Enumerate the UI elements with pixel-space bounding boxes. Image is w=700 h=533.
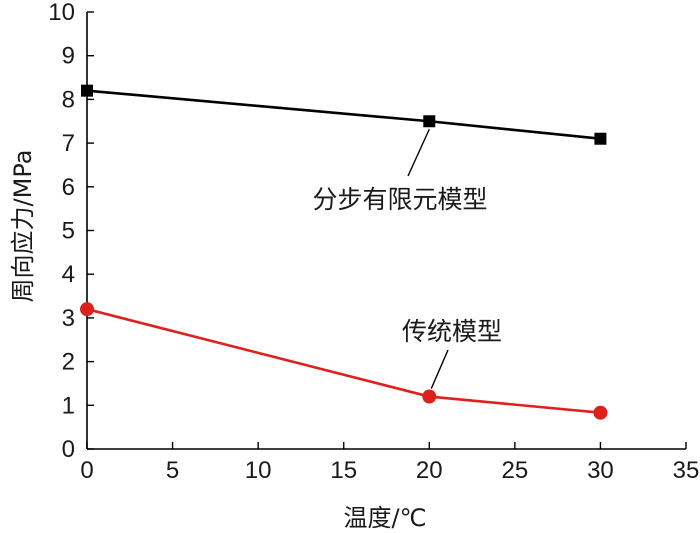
square-marker	[594, 132, 607, 145]
x-tick-label: 20	[416, 457, 443, 484]
annotation-label: 传统模型	[402, 317, 502, 346]
ticks-layer: 0 5 10 15 20 25 30 35 0 1 2 3 4 5 6 7 8 9 10	[48, 0, 699, 484]
x-tick-label: 0	[80, 457, 93, 484]
annotation-label: 分步有限元模型	[312, 185, 487, 214]
circle-marker	[80, 302, 94, 317]
square-marker	[423, 115, 436, 128]
x-tick-label: 10	[245, 457, 272, 484]
y-axis-title: 周向应力/MPa	[9, 150, 37, 303]
y-tick-label: 10	[48, 0, 75, 26]
square-marker	[81, 84, 93, 97]
y-tick-label: 3	[62, 305, 75, 332]
y-tick-label: 2	[62, 349, 75, 376]
y-tick-label: 0	[62, 436, 75, 463]
x-tick-label: 5	[166, 457, 179, 484]
x-tick-label: 35	[673, 457, 700, 484]
series-layer	[80, 84, 608, 420]
circle-marker	[422, 389, 437, 404]
x-tick-label: 30	[587, 457, 614, 484]
series-line-0	[86, 89, 601, 141]
y-tick-label: 9	[62, 43, 75, 70]
x-tick-label: 15	[330, 457, 357, 484]
series-line-1	[86, 307, 601, 415]
y-tick-label: 8	[62, 86, 75, 113]
x-tick-label: 25	[502, 457, 529, 484]
y-tick-label: 1	[62, 392, 75, 419]
annotation-leader-line	[430, 349, 449, 389]
y-tick-label: 6	[62, 174, 75, 201]
y-tick-label: 5	[62, 218, 75, 245]
y-tick-label: 7	[62, 130, 75, 157]
annotation-leader-line	[407, 128, 430, 177]
x-axis-title: 温度/℃	[343, 504, 426, 532]
y-tick-label: 4	[62, 261, 75, 288]
circle-marker	[593, 405, 608, 420]
plot-frame	[86, 12, 686, 450]
